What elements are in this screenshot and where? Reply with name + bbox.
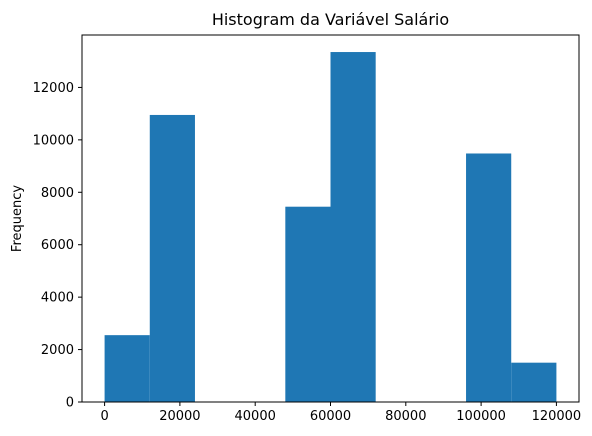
x-tick-label: 100000 — [456, 409, 506, 424]
y-tick-label: 4000 — [41, 291, 74, 306]
y-axis-ticks: 0 2000 4000 6000 8000 10000 12000 — [33, 81, 82, 411]
y-tick-label: 10000 — [33, 133, 74, 148]
bars-group — [104, 52, 557, 403]
x-tick-label: 0 — [100, 409, 108, 424]
histogram-bar-1 — [149, 114, 195, 402]
x-tick-label: 60000 — [310, 409, 351, 424]
x-tick-label: 40000 — [235, 409, 276, 424]
x-tick-label: 80000 — [385, 409, 426, 424]
x-tick-label: 20000 — [159, 409, 200, 424]
y-tick-label: 0 — [66, 396, 74, 411]
y-axis-label: Frequency — [10, 185, 25, 252]
histogram-bar-9 — [511, 362, 557, 402]
histogram-bar-0 — [104, 335, 150, 402]
y-tick-label: 12000 — [33, 81, 74, 96]
y-tick-label: 2000 — [41, 343, 74, 358]
histogram-bar-4 — [285, 206, 331, 402]
y-tick-label: 6000 — [41, 238, 74, 253]
x-axis-ticks: 0 20000 40000 60000 80000 100000 120000 — [100, 402, 581, 424]
y-tick-label: 8000 — [41, 186, 74, 201]
chart-title: Histogram da Variável Salário — [212, 10, 449, 29]
histogram-bar-5 — [330, 52, 376, 403]
x-tick-label: 120000 — [532, 409, 582, 424]
histogram-bar-8 — [466, 153, 512, 402]
